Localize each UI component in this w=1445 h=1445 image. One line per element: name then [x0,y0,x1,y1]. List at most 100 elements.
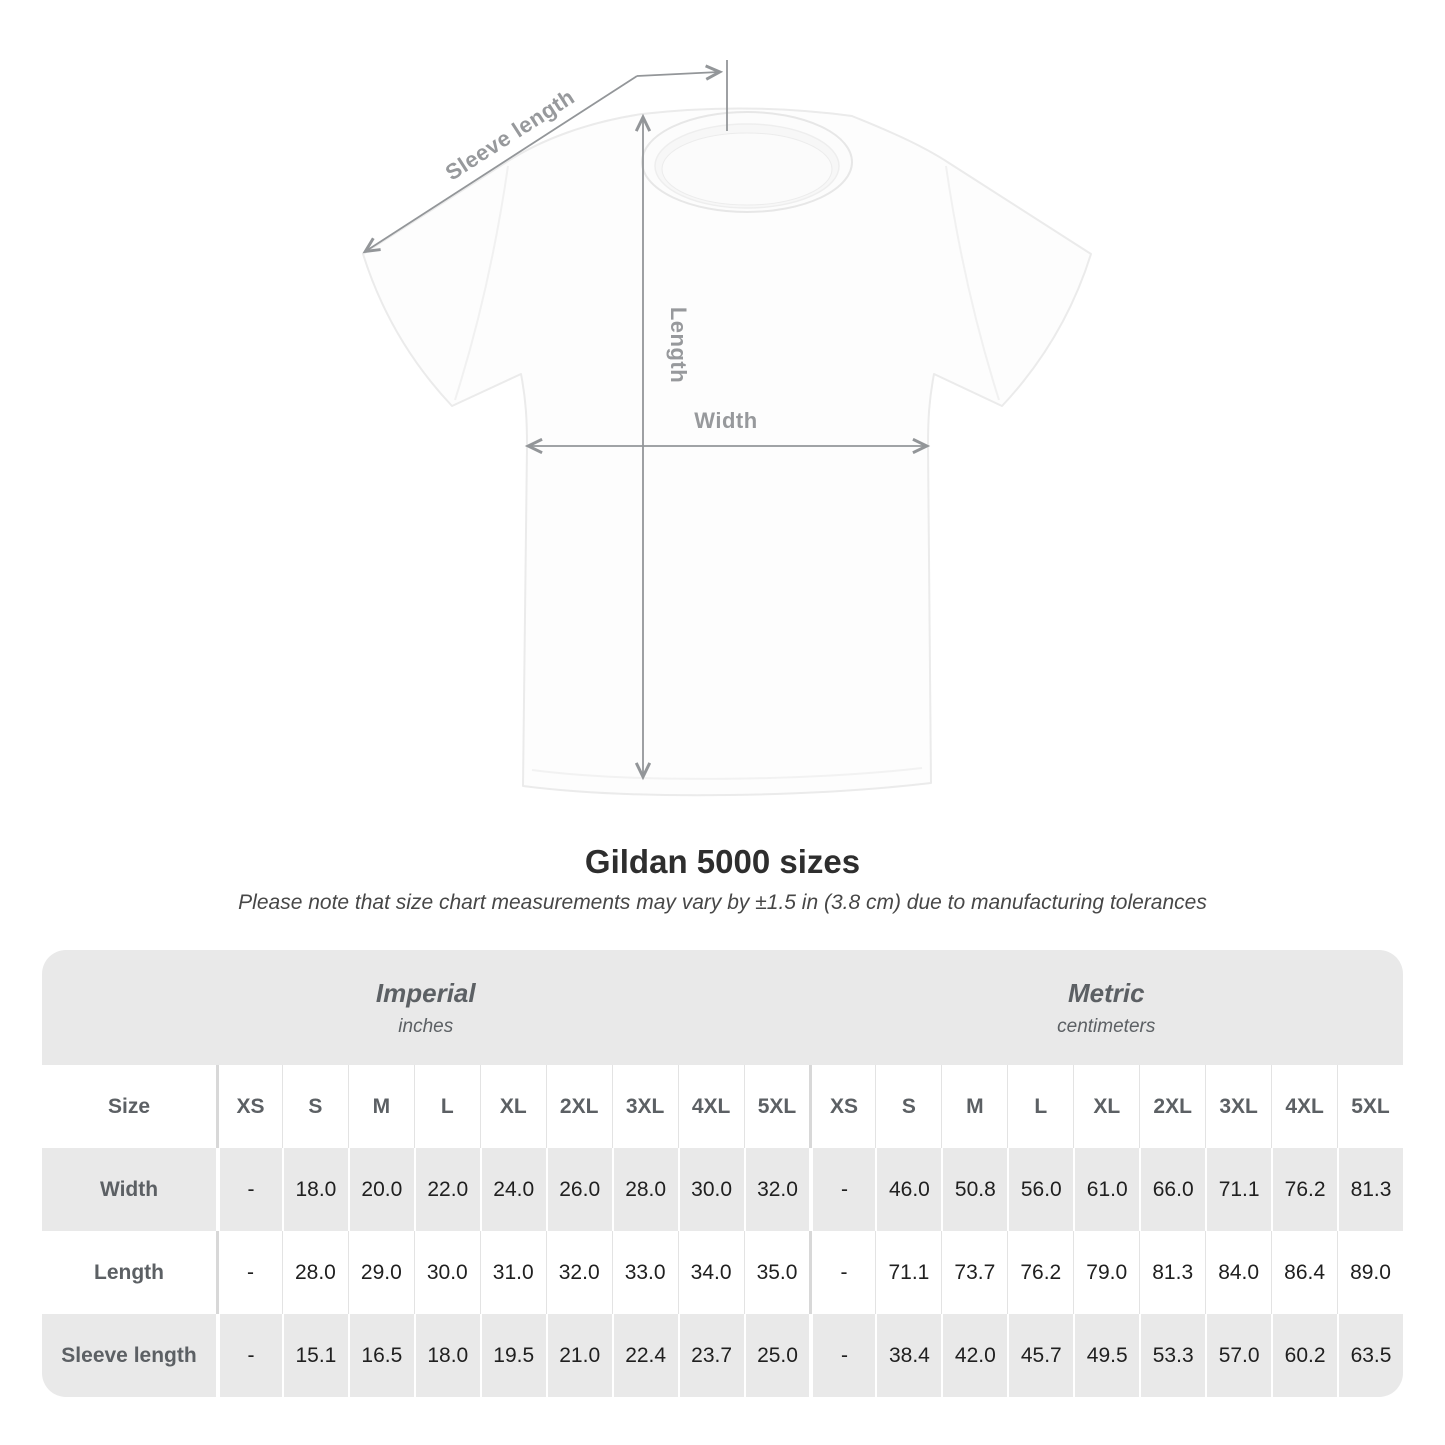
value-cell: 32.0 [743,1148,810,1231]
size-cell: M [347,1065,414,1148]
table-row-width: Width - 18.0 20.0 22.0 24.0 26.0 28.0 30… [42,1148,1403,1231]
value-cell: 22.0 [413,1148,480,1231]
sleeve-length-arrow-diagonal [362,75,638,254]
value-cell: 28.0 [281,1231,348,1314]
hem-stitch [531,767,923,780]
value-cell: 22.4 [611,1314,678,1397]
value-cell: 89.0 [1337,1231,1403,1314]
value-cell: 79.0 [1073,1231,1139,1314]
value-cell: 30.0 [677,1148,744,1231]
heading-block: Gildan 5000 sizes Please note that size … [0,843,1445,915]
table-row-sleeve-length: Sleeve length - 15.1 16.5 18.0 19.5 21.0… [42,1314,1403,1397]
value-cell: 35.0 [743,1231,810,1314]
row-label: Sleeve length [61,1343,197,1367]
value-cell: 50.8 [941,1148,1007,1231]
value-cell: 34.0 [677,1231,744,1314]
value-cell: 49.5 [1073,1314,1139,1397]
size-cell: 3XL [611,1065,678,1148]
size-cell: XL [1073,1065,1139,1148]
length-label: Length [666,307,691,383]
imperial-group-label: Imperial [375,977,476,1008]
size-cell: 2XL [545,1065,612,1148]
size-column-header: Size [107,1094,151,1118]
value-cell: 86.4 [1271,1231,1337,1314]
value-cell: 18.0 [413,1314,480,1397]
tolerance-note: Please note that size chart measurements… [238,891,1207,914]
value-cell: 29.0 [347,1231,414,1314]
value-cell: 21.0 [545,1314,612,1397]
size-cell: 5XL [743,1065,810,1148]
value-cell: 38.4 [875,1314,941,1397]
size-cell: 3XL [1205,1065,1271,1148]
value-cell: 76.2 [1271,1148,1337,1231]
value-cell: 32.0 [545,1231,612,1314]
value-cell: 56.0 [1007,1148,1073,1231]
metric-group-header: Metric centimeters [810,950,1404,1065]
left-sleeve-seam [454,165,509,401]
collar-opening [661,132,833,206]
value-cell: - [216,1148,282,1231]
value-cell: 53.3 [1139,1314,1205,1397]
value-cell: 30.0 [413,1231,480,1314]
imperial-group-unit: inches [398,1015,454,1037]
value-cell: - [216,1314,282,1397]
metric-group-label: Metric [1067,977,1145,1008]
table-row-length: Length - 28.0 29.0 30.0 31.0 32.0 33.0 3… [42,1231,1403,1314]
value-cell: 63.5 [1337,1314,1403,1397]
size-cell: 4XL [1271,1065,1337,1148]
row-label: Width [99,1177,159,1201]
size-cell: 5XL [1337,1065,1403,1148]
value-cell: 66.0 [1139,1148,1205,1231]
page-title: Gildan 5000 sizes [584,843,861,880]
value-cell: 76.2 [1007,1231,1073,1314]
value-cell: 25.0 [743,1314,810,1397]
value-cell: - [809,1148,875,1231]
table-row-sizes: Size XS S M L XL 2XL 3XL 4XL 5XL XS S M … [42,1065,1403,1148]
value-cell: 84.0 [1205,1231,1271,1314]
width-label: Width [694,408,757,433]
value-cell: 19.5 [479,1314,546,1397]
size-cell: XS [809,1065,875,1148]
value-cell: 73.7 [941,1231,1007,1314]
value-cell: - [809,1231,875,1314]
value-cell: 24.0 [479,1148,546,1231]
size-cell: 2XL [1139,1065,1205,1148]
value-cell: 20.0 [347,1148,414,1231]
value-cell: 26.0 [545,1148,612,1231]
value-cell: 16.5 [347,1314,414,1397]
value-cell: 18.0 [281,1148,348,1231]
value-cell: 28.0 [611,1148,678,1231]
value-cell: - [809,1314,875,1397]
size-cell: M [941,1065,1007,1148]
size-cell: S [875,1065,941,1148]
value-cell: 42.0 [941,1314,1007,1397]
size-cell: XL [479,1065,546,1148]
value-cell: 23.7 [677,1314,744,1397]
size-cell: L [1007,1065,1073,1148]
unit-group-header: Imperial inches Metric centimeters [42,950,1403,1065]
size-cell: XS [216,1065,282,1148]
value-cell: 81.3 [1337,1148,1403,1231]
right-sleeve-seam [945,165,1000,401]
value-cell: 57.0 [1205,1314,1271,1397]
value-cell: 71.1 [875,1231,941,1314]
metric-group-unit: centimeters [1057,1015,1156,1037]
tshirt-measurement-diagram: Sleeve length Length Width [362,60,1092,797]
value-cell: 45.7 [1007,1314,1073,1397]
size-cell: 4XL [677,1065,744,1148]
size-cell: S [281,1065,348,1148]
size-table: Imperial inches Metric centimeters Size … [42,950,1403,1397]
imperial-group-header: Imperial inches [42,950,810,1065]
value-cell: 46.0 [875,1148,941,1231]
value-cell: 61.0 [1073,1148,1139,1231]
value-cell: 71.1 [1205,1148,1271,1231]
size-cell: L [413,1065,480,1148]
row-label: Length [94,1260,164,1284]
value-cell: - [216,1231,282,1314]
sleeve-length-arrow-horizontal [636,64,724,81]
value-cell: 31.0 [479,1231,546,1314]
value-cell: 60.2 [1271,1314,1337,1397]
value-cell: 33.0 [611,1231,678,1314]
value-cell: 81.3 [1139,1231,1205,1314]
